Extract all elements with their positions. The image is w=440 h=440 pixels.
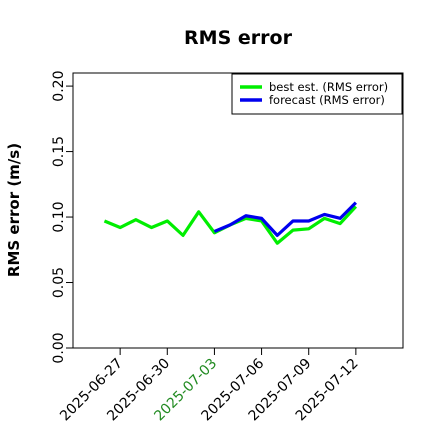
x-axis: 2025-06-272025-06-302025-07-032025-07-06…	[57, 348, 362, 424]
y-axis: 0.00 0.05 0.10 0.15 0.20	[51, 71, 73, 364]
y-tick-label: 0.20	[51, 71, 67, 102]
legend-box	[231, 73, 403, 115]
y-axis-label: RMS error (m/s)	[5, 143, 23, 277]
chart-title: RMS error	[184, 27, 293, 49]
y-tick-label: 0.15	[51, 136, 67, 167]
series-line-forecast	[213, 201, 357, 237]
y-tick-label: 0.10	[51, 201, 67, 232]
legend: best est. (RMS error)forecast (RMS error…	[231, 73, 403, 115]
y-tick-label: 0.00	[51, 332, 67, 363]
series-lines	[103, 201, 358, 245]
y-tick-label: 0.05	[51, 267, 67, 298]
legend-entry: best est. (RMS error)	[269, 80, 388, 94]
plot-frame	[72, 72, 404, 349]
legend-entry: forecast (RMS error)	[269, 93, 385, 107]
